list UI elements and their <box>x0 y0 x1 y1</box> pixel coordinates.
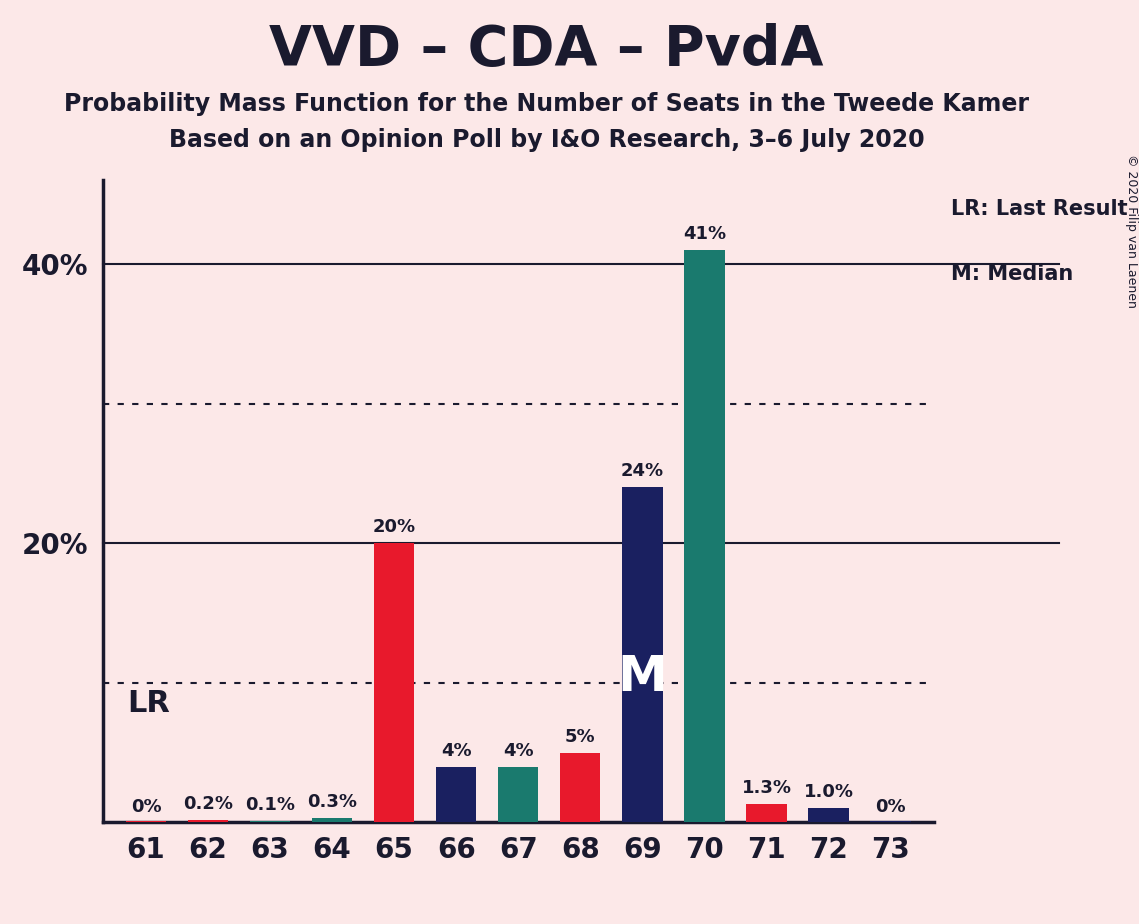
Text: 5%: 5% <box>565 727 596 746</box>
Text: 20%: 20% <box>372 518 416 536</box>
Bar <box>125 821 166 822</box>
Bar <box>374 543 415 822</box>
Text: 0.3%: 0.3% <box>308 793 358 811</box>
Bar <box>188 820 228 822</box>
Text: 0.2%: 0.2% <box>183 795 233 812</box>
Bar <box>809 808 849 822</box>
Text: Probability Mass Function for the Number of Seats in the Tweede Kamer: Probability Mass Function for the Number… <box>64 92 1030 116</box>
Text: 0%: 0% <box>131 797 162 816</box>
Text: Based on an Opinion Poll by I&O Research, 3–6 July 2020: Based on an Opinion Poll by I&O Research… <box>169 128 925 152</box>
Text: M: M <box>617 652 667 700</box>
Bar <box>560 752 600 822</box>
Text: LR: LR <box>128 688 170 718</box>
Text: M: Median: M: Median <box>951 263 1073 284</box>
Text: 41%: 41% <box>683 225 726 243</box>
Text: 1.0%: 1.0% <box>803 784 853 801</box>
Bar <box>436 767 476 822</box>
Bar <box>498 767 539 822</box>
Text: 0%: 0% <box>875 797 906 816</box>
Bar <box>746 804 787 822</box>
Text: 0.1%: 0.1% <box>245 796 295 814</box>
Bar <box>622 487 663 822</box>
Text: VVD – CDA – PvdA: VVD – CDA – PvdA <box>270 23 823 77</box>
Text: 4%: 4% <box>503 742 533 760</box>
Text: LR: Last Result: LR: Last Result <box>951 200 1128 219</box>
Bar <box>685 250 724 822</box>
Text: 24%: 24% <box>621 462 664 480</box>
Text: 1.3%: 1.3% <box>741 779 792 797</box>
Bar <box>870 821 911 822</box>
Bar <box>249 821 290 822</box>
Text: 4%: 4% <box>441 742 472 760</box>
Bar <box>312 818 352 822</box>
Text: © 2020 Filip van Laenen: © 2020 Filip van Laenen <box>1124 154 1138 308</box>
